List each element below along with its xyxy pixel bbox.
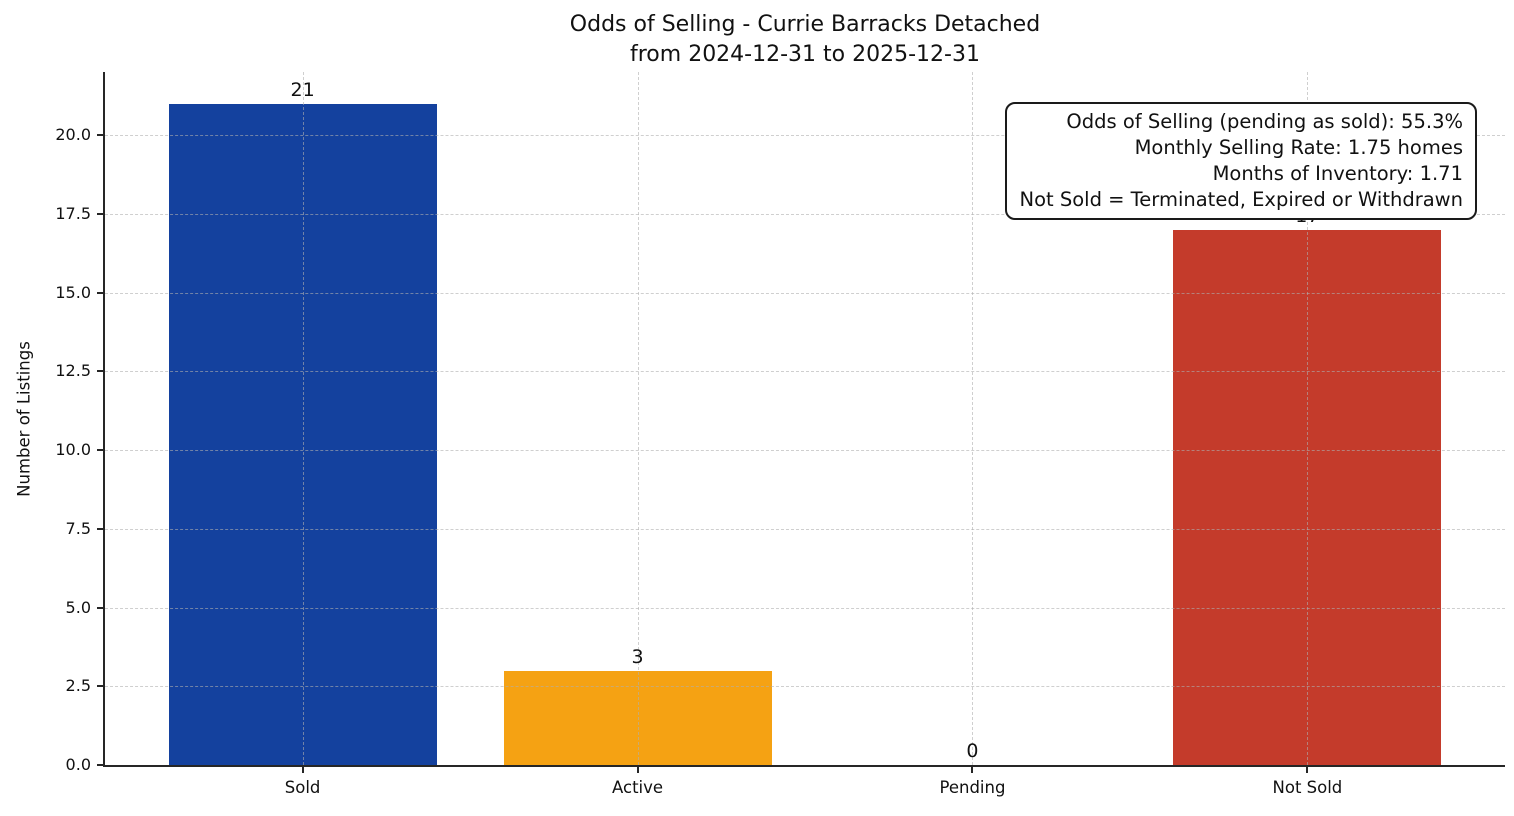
x-tick-label-pending: Pending [939,778,1006,797]
annotation-months-of-inventory: Months of Inventory: 1.71 [1212,162,1463,185]
y-tick-label-15.0: 15.0 [55,282,91,302]
y-tick-label-20.0: 20.0 [55,125,91,144]
y-tick-label-7.5: 7.5 [65,518,91,538]
chart-title-line1: Odds of Selling - Currie Barracks Detach… [569,12,1041,37]
y-tick-5.0 [97,606,105,609]
y-tick-label-12.5: 12.5 [55,361,91,381]
bar-value-label-sold: 21 [290,78,315,101]
chart-title-line2: from 2024-12-31 to 2025-12-31 [630,42,980,67]
y-tick-0.0 [97,764,105,766]
gridline-v-active [637,72,639,765]
bar-value-label-active: 3 [631,645,644,668]
y-tick-label-2.5: 2.5 [65,676,91,696]
y-tick-10.0 [97,449,105,451]
x-tick-pending [971,765,974,773]
x-tick-not-sold [1306,765,1309,773]
y-tick-label-10.0: 10.0 [55,440,91,459]
annotation-monthly-selling-rate: Monthly Selling Rate: 1.75 homes [1134,136,1463,159]
gridline-h-12.5 [105,371,1505,373]
y-tick-20.0 [97,134,105,136]
y-tick-12.5 [97,370,105,373]
y-tick-label-17.5: 17.5 [55,203,91,223]
gridline-h-20.0 [105,135,1505,136]
x-tick-sold [301,765,304,773]
annotation-odds-of-selling: Odds of Selling (pending as sold): 55.3% [1066,110,1463,133]
x-tick-label-sold: Sold [284,778,321,797]
plot-area: 213017 [103,72,1505,767]
bar-value-label-pending: 0 [966,740,979,762]
y-tick-2.5 [97,685,105,688]
x-axis-spine [103,765,1505,767]
gridline-h-5.0 [105,607,1505,609]
y-tick-7.5 [97,527,105,530]
annotation-box: Odds of Selling (pending as sold): 55.3%… [1005,102,1477,220]
gridline-h-10.0 [105,450,1505,451]
x-tick-label-active: Active [612,778,664,797]
gridline-h-7.5 [105,528,1505,530]
gridline-h-17.5 [105,213,1505,215]
gridline-h-2.5 [105,686,1505,688]
gridline-v-sold [302,72,304,765]
gridline-v-pending [972,72,974,765]
gridline-v-not-sold [1307,72,1309,765]
y-tick-label-0.0: 0.0 [65,755,91,774]
chart-title: Odds of Selling - Currie Barracks Detach… [105,10,1505,70]
y-tick-17.5 [97,212,105,215]
annotation-not-sold-definition: Not Sold = Terminated, Expired or Withdr… [1019,188,1463,211]
y-tick-15.0 [97,291,105,294]
x-tick-label-not-sold: Not Sold [1272,778,1343,797]
x-tick-active [636,765,639,773]
bar-not-sold [1173,229,1442,765]
y-axis-spine [103,72,105,767]
y-tick-label-5.0: 5.0 [65,597,91,617]
gridline-h-15.0 [105,292,1505,294]
